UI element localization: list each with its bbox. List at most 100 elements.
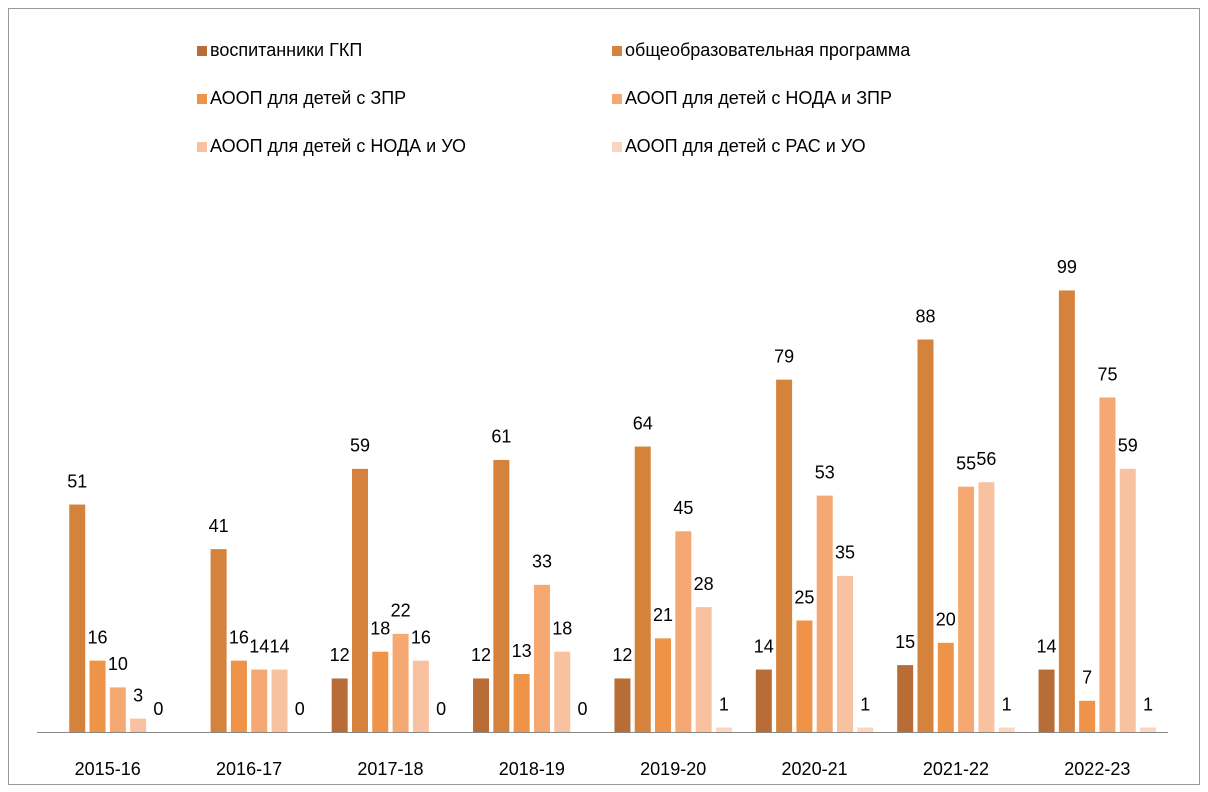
data-label: 14 [754,636,774,656]
bar [351,468,368,732]
data-label: 20 [936,610,956,630]
bar [998,727,1015,732]
bar [412,660,429,732]
bar [695,607,712,732]
bar [251,669,268,732]
data-label: 14 [269,636,289,656]
bar [1099,397,1116,732]
data-label: 22 [391,601,411,621]
legend-swatch [612,46,622,56]
legend-swatch [612,142,622,152]
bar [1038,669,1055,732]
data-label: 99 [1057,257,1077,277]
data-label: 0 [436,699,446,719]
bar [634,446,651,732]
data-label: 12 [330,645,350,665]
bar [271,669,288,732]
bar [857,727,874,732]
data-label: 1 [1143,694,1153,714]
bar [978,482,995,732]
data-label: 7 [1082,668,1092,688]
data-label: 16 [229,627,249,647]
bar [796,620,813,732]
data-label: 55 [956,453,976,473]
data-label: 16 [411,627,431,647]
bar [130,718,147,732]
data-label: 1 [1002,694,1012,714]
bar [958,486,975,732]
legend-label: АООП для детей с РАС и УО [625,136,866,156]
data-label: 18 [552,618,572,638]
x-tick-label: 2015-16 [75,759,141,779]
data-label: 25 [794,587,814,607]
bar [513,674,530,732]
data-label: 33 [532,552,552,572]
legend-swatch [612,94,622,104]
x-tick-label: 2021-22 [923,759,989,779]
data-label: 64 [633,413,653,433]
data-label: 14 [249,636,269,656]
data-label: 1 [719,694,729,714]
bar [614,678,631,732]
bar [109,687,126,732]
bar [1140,727,1157,732]
data-label: 12 [612,645,632,665]
chart-frame [8,8,1200,785]
legend-swatch [197,46,207,56]
data-label: 0 [578,699,588,719]
data-label: 41 [209,516,229,536]
bar [210,549,227,732]
data-label: 56 [976,449,996,469]
bar [230,660,247,732]
x-tick-label: 2020-21 [782,759,848,779]
bar [533,584,550,732]
bar [897,665,914,732]
data-label: 16 [88,627,108,647]
data-label: 61 [491,427,511,447]
data-label: 28 [694,574,714,594]
bar [69,504,86,732]
bar [816,495,833,732]
legend-label: АООП для детей с НОДА и УО [210,136,466,156]
bar [776,379,793,732]
x-tick-label: 2019-20 [640,759,706,779]
bar [937,642,954,732]
x-tick-label: 2016-17 [216,759,282,779]
data-label: 35 [835,543,855,563]
data-label: 59 [350,436,370,456]
data-label: 1 [860,694,870,714]
bar [473,678,490,732]
bar [715,727,732,732]
x-tick-label: 2017-18 [357,759,423,779]
bar [1079,700,1096,732]
data-label: 45 [673,498,693,518]
legend-label: АООП для детей с НОДА и ЗПР [625,88,892,108]
bar [89,660,106,732]
data-label: 13 [512,641,532,661]
legend-swatch [197,142,207,152]
bar [331,678,348,732]
data-label: 75 [1097,364,1117,384]
data-label: 10 [108,654,128,674]
bar [554,651,571,732]
legend-swatch [197,94,207,104]
data-label: 53 [815,462,835,482]
data-label: 88 [915,306,935,326]
data-label: 51 [67,471,87,491]
data-label: 59 [1118,436,1138,456]
bar [837,575,854,732]
bar [655,638,672,732]
data-label: 0 [295,699,305,719]
legend-label: воспитанники ГКП [210,40,362,60]
legend-label: общеобразовательная программа [625,40,911,60]
data-label: 79 [774,346,794,366]
data-label: 21 [653,605,673,625]
legend-label: АООП для детей с ЗПР [210,88,406,108]
x-tick-label: 2022-23 [1064,759,1130,779]
data-label: 18 [370,618,390,638]
data-label: 14 [1037,636,1057,656]
bar [1058,290,1075,732]
data-label: 3 [133,685,143,705]
data-label: 12 [471,645,491,665]
